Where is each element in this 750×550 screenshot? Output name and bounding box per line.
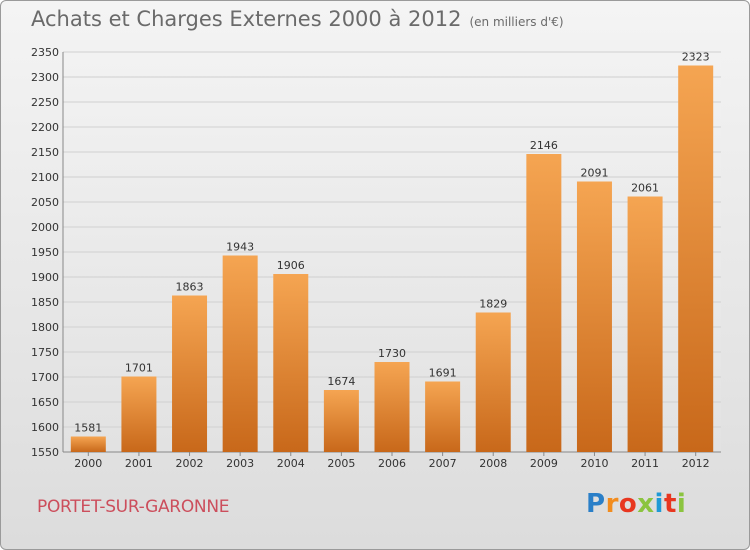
logo-letter: i <box>676 489 687 519</box>
bar <box>678 65 714 452</box>
y-tick-label: 1600 <box>31 421 59 434</box>
bar <box>70 436 106 452</box>
bar <box>526 154 562 452</box>
x-tick-label: 2002 <box>176 457 204 470</box>
data-label: 1829 <box>479 298 507 311</box>
chart-title: Achats et Charges Externes 2000 à 2012 (e… <box>31 7 564 31</box>
city-name: PORTET-SUR-GARONNE <box>37 497 230 517</box>
logo-letter: x <box>637 489 655 519</box>
data-label: 2061 <box>631 182 659 195</box>
bar <box>475 312 511 452</box>
y-tick-label: 2300 <box>31 71 59 84</box>
x-tick-label: 2010 <box>580 457 608 470</box>
data-labels: 1581 1701 1863 1943 1906 1674 1730 1691 1829 2146… <box>74 51 709 435</box>
data-label: 1730 <box>378 347 406 360</box>
logo-letter: P <box>586 489 606 519</box>
proxiti-logo[interactable]: Proxiti <box>586 489 686 519</box>
data-label: 2146 <box>530 139 558 152</box>
y-tick-label: 2350 <box>31 46 59 59</box>
y-tick-label: 1650 <box>31 396 59 409</box>
bar <box>222 255 258 452</box>
logo-letter: r <box>605 489 619 519</box>
x-tick-label: 2011 <box>631 457 659 470</box>
data-label: 2323 <box>682 51 710 64</box>
logo-letter: t <box>663 489 677 519</box>
bars <box>70 65 714 452</box>
chart-unit: (en milliers d'€) <box>469 15 564 29</box>
y-tick-label: 1700 <box>31 371 59 384</box>
x-tick-label: 2004 <box>277 457 305 470</box>
data-label: 1906 <box>277 259 305 272</box>
y-tick-label: 1900 <box>31 271 59 284</box>
bar <box>121 376 157 452</box>
data-label: 1581 <box>74 422 102 435</box>
x-tick-label: 2008 <box>479 457 507 470</box>
x-tick-label: 2000 <box>74 457 102 470</box>
bar <box>323 390 359 452</box>
y-tick-label: 1550 <box>31 446 59 459</box>
bar <box>172 295 208 452</box>
bar <box>425 381 461 452</box>
data-label: 1674 <box>327 375 355 388</box>
x-tick-label: 2003 <box>226 457 254 470</box>
x-tick-label: 2012 <box>682 457 710 470</box>
y-tick-label: 1850 <box>31 296 59 309</box>
x-tick-label: 2009 <box>530 457 558 470</box>
x-tick-label: 2005 <box>327 457 355 470</box>
y-tick-label: 2150 <box>31 146 59 159</box>
data-label: 1701 <box>125 362 153 375</box>
chart-title-text: Achats et Charges Externes 2000 à 2012 <box>31 7 462 31</box>
y-tick-label: 2100 <box>31 171 59 184</box>
data-label: 1863 <box>176 281 204 294</box>
x-axis-ticks: 2000 2001 2002 2003 2004 2005 2006 2007 2008 2009… <box>74 452 710 470</box>
data-label: 2091 <box>580 167 608 180</box>
logo-letter: o <box>618 489 638 519</box>
bar <box>576 181 612 452</box>
y-tick-label: 1800 <box>31 321 59 334</box>
y-tick-label: 2050 <box>31 196 59 209</box>
bar <box>374 362 410 452</box>
y-tick-label: 2000 <box>31 221 59 234</box>
logo-letter: i <box>654 489 664 519</box>
y-tick-label: 1750 <box>31 346 59 359</box>
data-label: 1943 <box>226 241 254 254</box>
y-tick-label: 2200 <box>31 121 59 134</box>
x-tick-label: 2006 <box>378 457 406 470</box>
y-axis-ticks: 1550 1600 1650 1700 1750 1800 1850 1900 1950 2000… <box>31 46 59 459</box>
data-label: 1691 <box>429 367 457 380</box>
x-tick-label: 2001 <box>125 457 153 470</box>
bar <box>627 196 663 452</box>
bar <box>273 274 309 452</box>
y-tick-label: 1950 <box>31 246 59 259</box>
x-tick-label: 2007 <box>429 457 457 470</box>
y-tick-label: 2250 <box>31 96 59 109</box>
